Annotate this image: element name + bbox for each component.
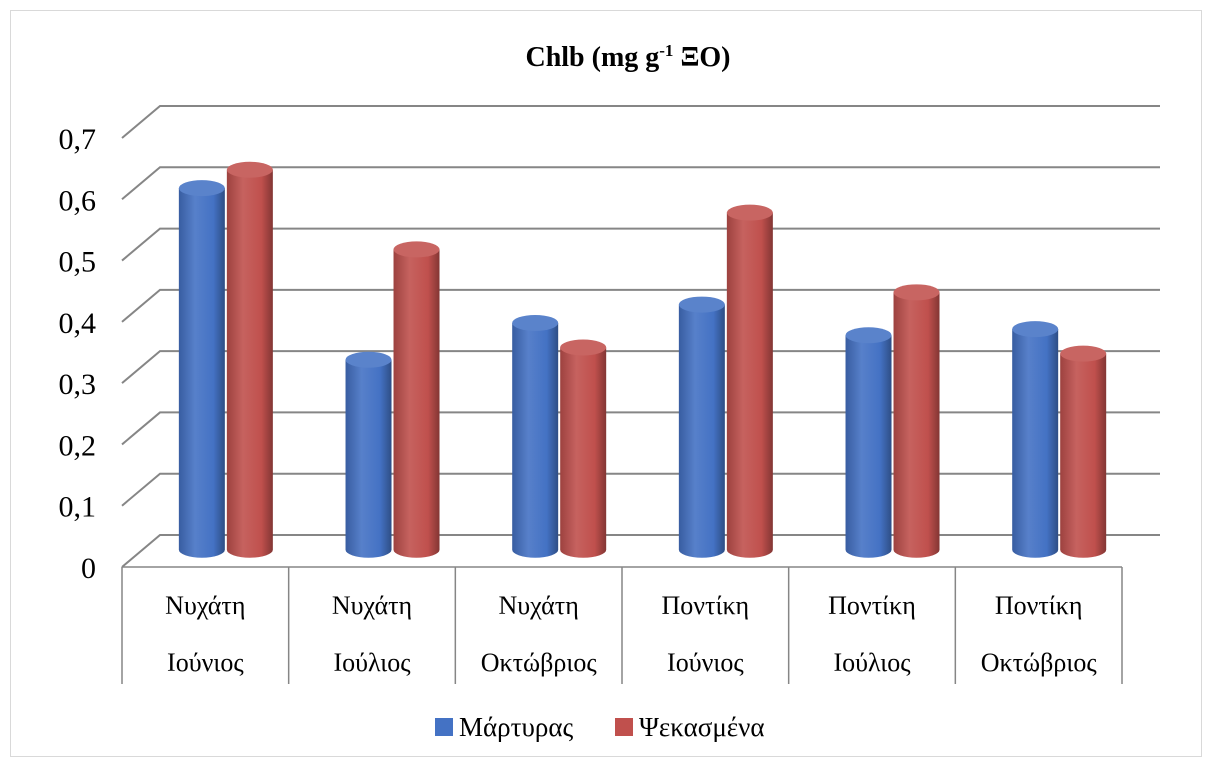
gridline: [121, 350, 1160, 384]
gridline: [121, 105, 1160, 139]
bar: [845, 327, 892, 558]
bar: [560, 339, 607, 558]
bar-top: [1012, 321, 1059, 338]
category-label: Οκτώβριος: [981, 648, 1098, 677]
y-tick-label: 0,1: [59, 491, 97, 524]
bars: [178, 161, 1107, 558]
bar-top: [726, 204, 773, 221]
category-label: Ποντίκη: [661, 591, 749, 620]
bar-top: [560, 339, 607, 356]
y-tick-label: 0: [81, 552, 96, 585]
y-tick-label: 0,2: [59, 429, 97, 462]
bar-body: [845, 335, 892, 558]
bar: [393, 241, 440, 558]
bar-body: [226, 169, 273, 558]
legend-label: Ψεκασμένα: [639, 712, 765, 742]
chart-title-main: Chlb (mg g: [525, 42, 659, 73]
bar-body: [1060, 353, 1107, 558]
bar: [1012, 321, 1059, 558]
bar: [226, 161, 273, 558]
category-label: Ποντίκη: [828, 591, 916, 620]
legend-label: Μάρτυρας: [459, 712, 573, 742]
chart-title: Chlb (mg g-1 ΞΟ): [525, 41, 730, 73]
category-label: Νυχάτη: [332, 591, 412, 620]
category-axis: [121, 566, 1123, 684]
bar-top: [345, 351, 392, 368]
category-label: Οκτώβριος: [481, 648, 598, 677]
gridline: [121, 166, 1160, 201]
bar-body: [560, 347, 607, 558]
category-label: Ιούλιος: [333, 648, 411, 677]
bar-body: [1012, 329, 1059, 558]
bar-body: [178, 188, 225, 558]
category-label: Ποντίκη: [995, 591, 1083, 620]
bar: [178, 180, 225, 558]
bar-body: [345, 359, 392, 558]
bar-body: [893, 292, 940, 558]
gridlines: [121, 105, 1160, 568]
y-tick-label: 0,7: [59, 123, 97, 156]
chart-title-tail: ΞΟ): [673, 42, 730, 73]
category-label: Νυχάτη: [499, 591, 579, 620]
bar: [678, 296, 725, 558]
bar-top: [512, 314, 559, 331]
bar-top: [178, 180, 225, 197]
category-label: Νυχάτη: [165, 591, 245, 620]
category-labels: Νυχάτη Ιούνιος Νυχάτη Ιούλιος Νυχάτη Οκτώβριο…: [165, 591, 1097, 677]
y-tick-label: 0,4: [59, 307, 97, 340]
bar-body: [512, 322, 559, 558]
gridline: [121, 227, 1160, 262]
gridline: [121, 472, 1160, 507]
bar-body: [393, 249, 440, 558]
bar-body: [678, 304, 725, 558]
bar-top: [845, 327, 892, 344]
bar: [512, 314, 559, 558]
bar-top: [226, 161, 273, 178]
y-tick-label: 0,3: [59, 368, 97, 401]
bar: [726, 204, 773, 558]
legend-swatch: [615, 718, 633, 736]
bar-top: [1060, 345, 1107, 362]
gridline: [121, 288, 1160, 323]
bar: [893, 284, 940, 558]
bar: [345, 351, 392, 558]
category-label: Ιούνιος: [167, 648, 244, 677]
category-label: Ιούνιος: [667, 648, 744, 677]
bar: [1060, 345, 1107, 558]
bar-top: [393, 241, 440, 258]
category-label: Ιούλιος: [833, 648, 911, 677]
bar-top: [678, 296, 725, 313]
bar-top: [893, 284, 940, 301]
y-tick-label: 0,5: [59, 246, 97, 279]
bar-body: [726, 212, 773, 558]
gridline: [121, 534, 1160, 568]
chart-title-superscript: -1: [659, 41, 673, 60]
legend-swatch: [435, 718, 453, 736]
y-tick-label: 0,6: [59, 184, 97, 217]
y-axis-tick-labels: 0 0,1 0,2 0,3 0,4 0,5 0,6 0,7: [59, 123, 97, 585]
gridline: [121, 411, 1160, 446]
legend: Μάρτυρας Ψεκασμένα: [435, 712, 765, 742]
